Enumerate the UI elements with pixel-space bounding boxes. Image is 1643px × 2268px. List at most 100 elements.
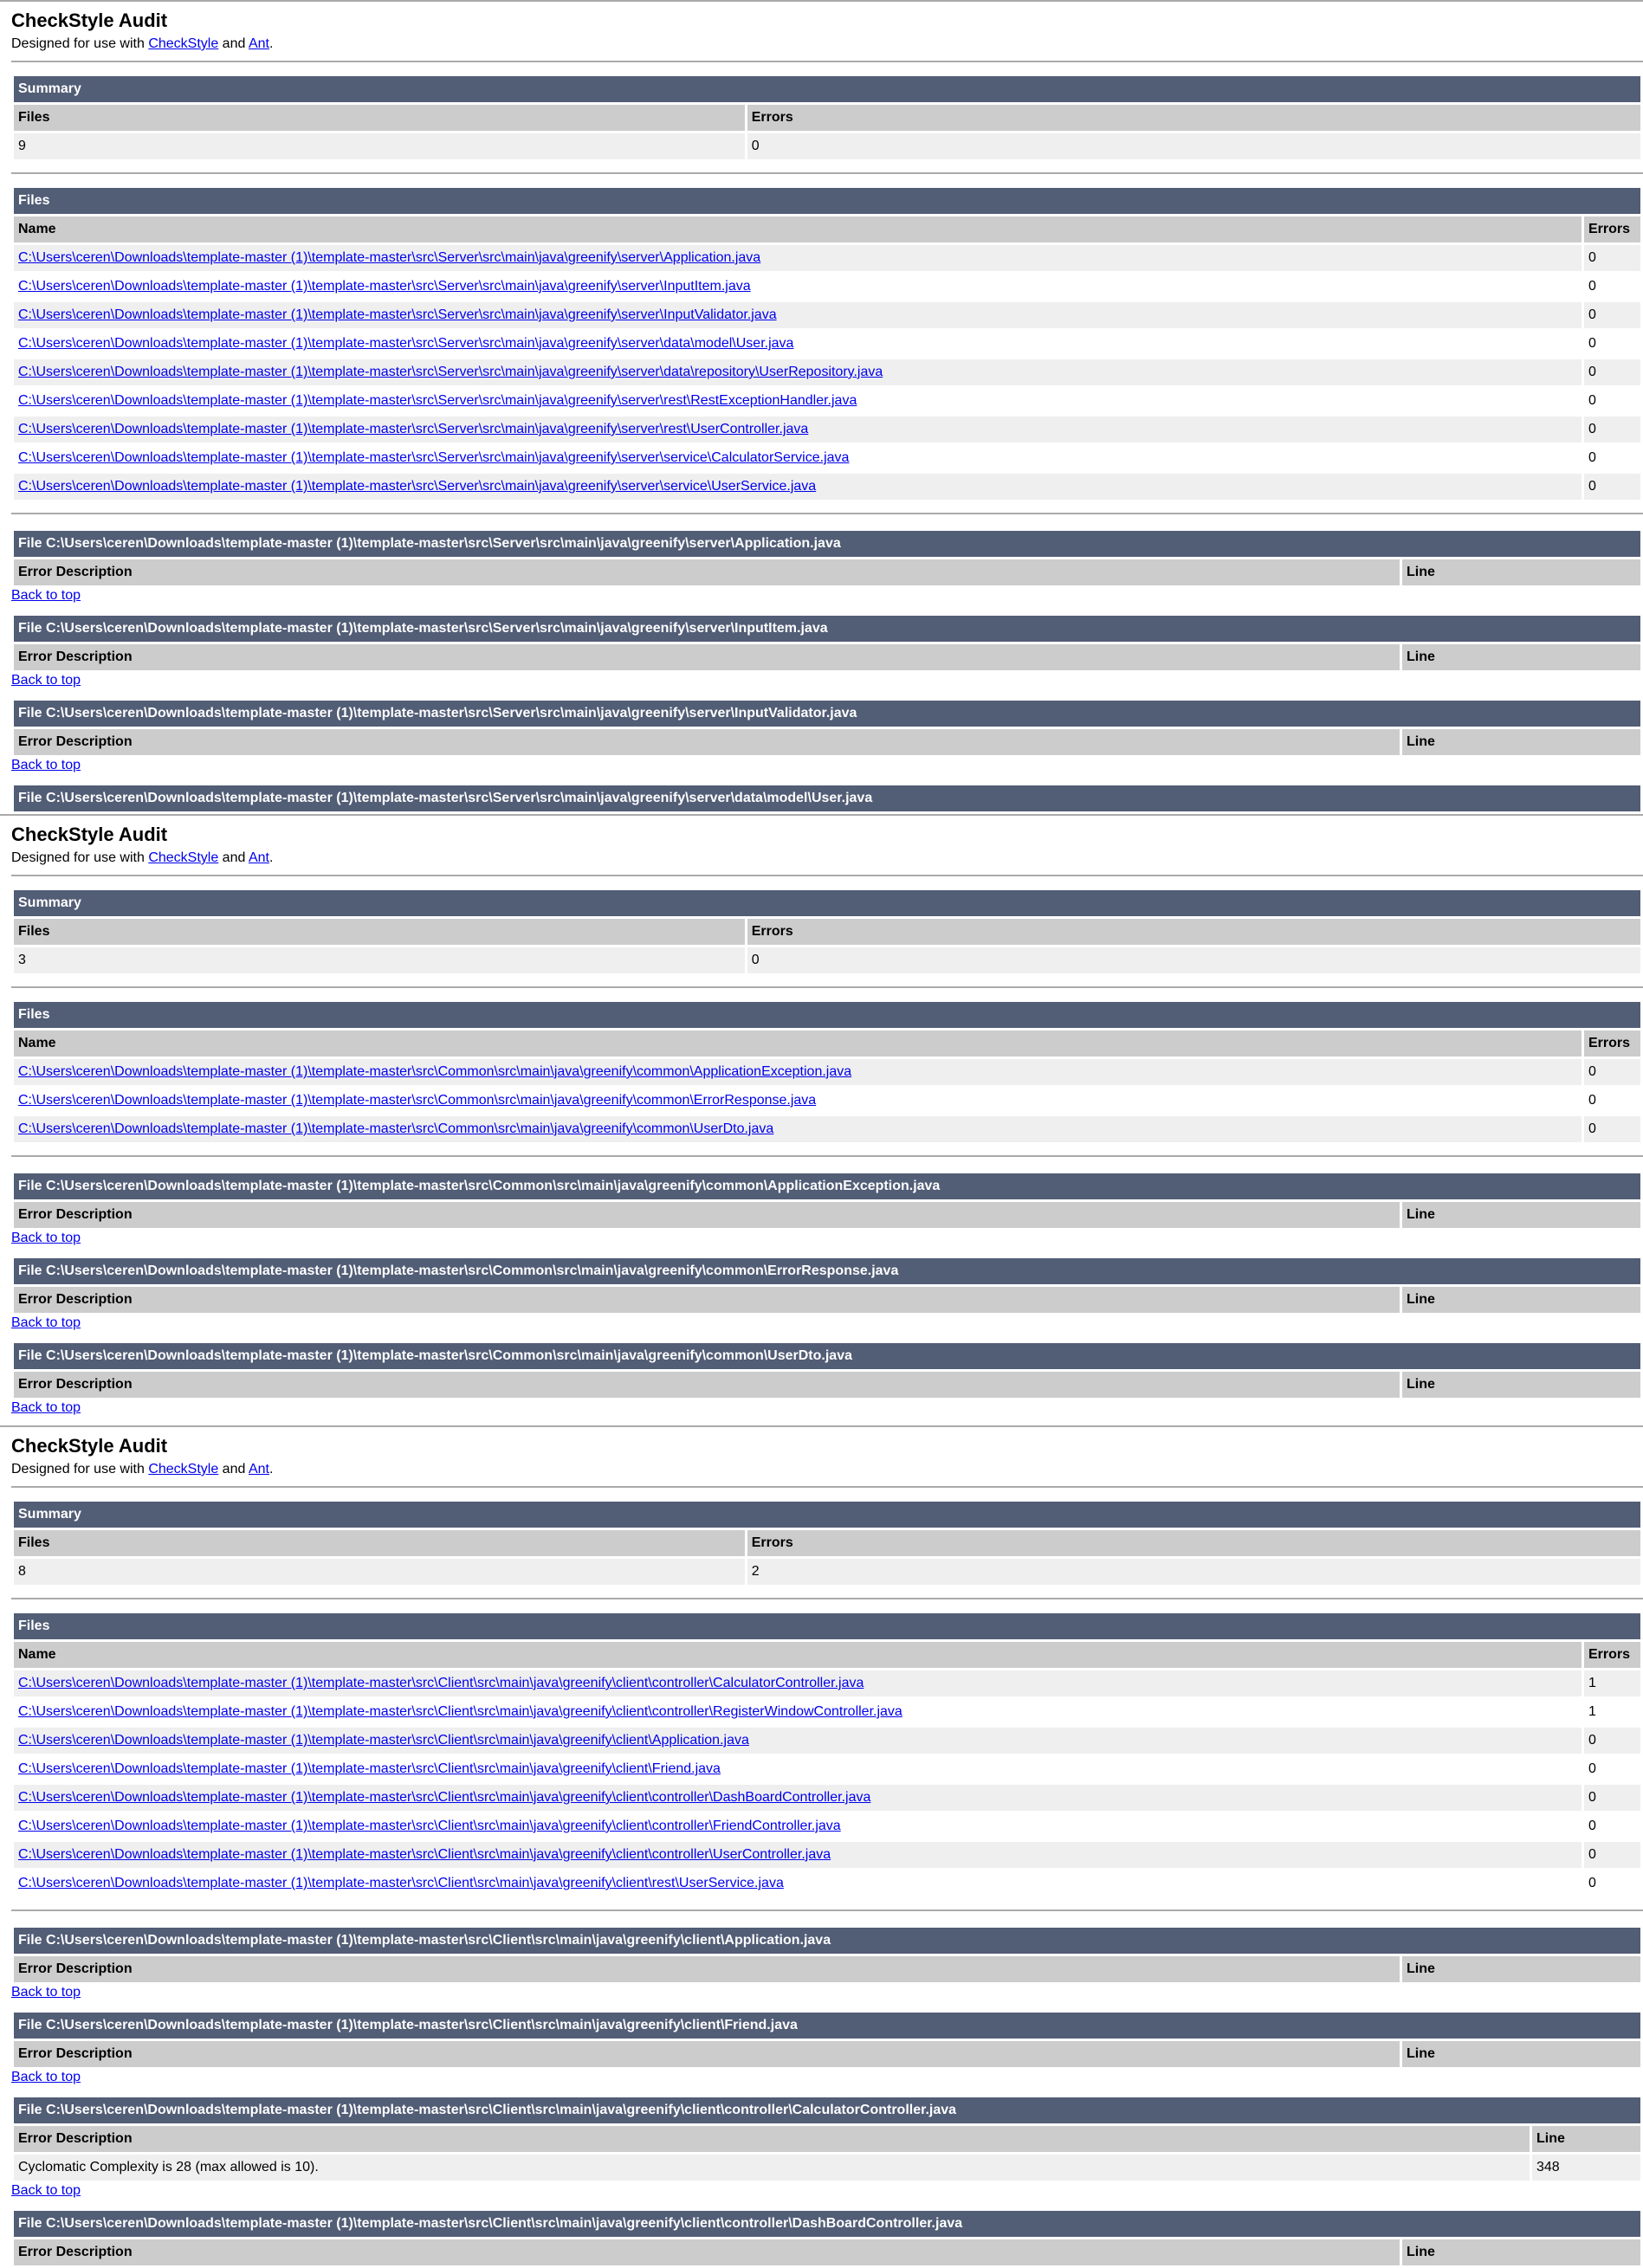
file-errors-cell: 0 (1584, 1116, 1640, 1142)
file-errors-cell: 0 (1584, 274, 1640, 300)
subtitle: Designed for use with CheckStyle and Ant… (11, 1462, 1643, 1477)
file-errors-cell: 0 (1584, 1842, 1640, 1868)
file-link[interactable]: C:\Users\ceren\Downloads\template-master… (18, 1847, 831, 1862)
table-row: C:\Users\ceren\Downloads\template-master… (14, 1059, 1640, 1085)
file-prefix: File (18, 536, 47, 551)
file-link[interactable]: C:\Users\ceren\Downloads\template-master… (18, 336, 794, 351)
line-header: Line (1402, 1372, 1640, 1398)
file-section: File C:\Users\ceren\Downloads\template-m… (11, 613, 1643, 688)
file-link[interactable]: C:\Users\ceren\Downloads\template-master… (18, 450, 850, 465)
file-link[interactable]: C:\Users\ceren\Downloads\template-master… (18, 1761, 721, 1776)
file-prefix: File (18, 1179, 47, 1193)
file-link[interactable]: C:\Users\ceren\Downloads\template-master… (18, 1704, 902, 1719)
file-errors-table: File C:\Users\ceren\Downloads\template-m… (11, 528, 1643, 588)
checkstyle-link[interactable]: CheckStyle (148, 1462, 219, 1476)
back-to-top-link[interactable]: Back to top (11, 2070, 81, 2084)
summary-table: Summary Files Errors 8 2 (11, 1499, 1643, 1587)
line-header: Line (1402, 644, 1640, 670)
file-section-header: File C:\Users\ceren\Downloads\template-m… (14, 785, 1640, 811)
checkstyle-link[interactable]: CheckStyle (148, 850, 219, 865)
files-table: Files Name Errors C:\Users\ceren\Downloads\… (11, 999, 1643, 1145)
error-description-header: Error Description (14, 2126, 1530, 2152)
file-prefix: File (18, 2018, 47, 2032)
files-table: Files Name Errors C:\Users\ceren\Downloads\… (11, 185, 1643, 502)
file-link[interactable]: C:\Users\ceren\Downloads\template-master… (18, 393, 857, 408)
file-path: C:\Users\ceren\Downloads\template-master… (46, 2216, 963, 2231)
file-prefix: File (18, 706, 47, 720)
subtitle-text: . (268, 1462, 274, 1476)
back-to-top-link[interactable]: Back to top (11, 673, 81, 688)
subtitle-text: Designed for use with (11, 1462, 149, 1476)
error-description-header: Error Description (14, 1956, 1400, 1982)
file-link[interactable]: C:\Users\ceren\Downloads\template-master… (18, 1121, 774, 1136)
file-name-cell: C:\Users\ceren\Downloads\template-master… (14, 1813, 1582, 1839)
file-name-cell: C:\Users\ceren\Downloads\template-master… (14, 1756, 1582, 1782)
file-name-cell: C:\Users\ceren\Downloads\template-master… (14, 1059, 1582, 1085)
file-path: C:\Users\ceren\Downloads\template-master… (46, 791, 873, 805)
file-section: File C:\Users\ceren\Downloads\template-m… (11, 1171, 1643, 1246)
file-link[interactable]: C:\Users\ceren\Downloads\template-master… (18, 250, 761, 265)
file-link[interactable]: C:\Users\ceren\Downloads\template-master… (18, 422, 809, 436)
file-section: File C:\Users\ceren\Downloads\template-m… (11, 2095, 1643, 2199)
table-row: C:\Users\ceren\Downloads\template-master… (14, 1756, 1640, 1782)
file-link[interactable]: C:\Users\ceren\Downloads\template-master… (18, 279, 751, 294)
back-to-top-link[interactable]: Back to top (11, 588, 81, 603)
file-link[interactable]: C:\Users\ceren\Downloads\template-master… (18, 1093, 817, 1108)
table-row: C:\Users\ceren\Downloads\template-master… (14, 445, 1640, 471)
file-link[interactable]: C:\Users\ceren\Downloads\template-master… (18, 307, 777, 322)
file-errors-cell: 0 (1584, 331, 1640, 357)
file-link[interactable]: C:\Users\ceren\Downloads\template-master… (18, 1676, 864, 1690)
error-description-header: Error Description (14, 559, 1400, 585)
checkstyle-link[interactable]: CheckStyle (148, 36, 219, 51)
back-to-top-link[interactable]: Back to top (11, 758, 81, 772)
errors-count: 0 (747, 133, 1640, 159)
file-path: C:\Users\ceren\Downloads\template-master… (46, 2018, 798, 2032)
file-errors-cell: 0 (1584, 1059, 1640, 1085)
error-description-header: Error Description (14, 1372, 1400, 1398)
file-link[interactable]: C:\Users\ceren\Downloads\template-master… (18, 479, 817, 494)
back-to-top-link[interactable]: Back to top (11, 2183, 81, 2198)
table-row: C:\Users\ceren\Downloads\template-master… (14, 1088, 1640, 1114)
files-count: 3 (14, 947, 745, 973)
file-link[interactable]: C:\Users\ceren\Downloads\template-master… (18, 365, 883, 379)
divider (11, 172, 1643, 174)
file-section-header: File C:\Users\ceren\Downloads\template-m… (14, 2097, 1640, 2123)
ant-link[interactable]: Ant (248, 36, 269, 51)
file-errors-cell: 0 (1584, 445, 1640, 471)
page-title: CheckStyle Audit (11, 824, 168, 845)
back-to-top-link[interactable]: Back to top (11, 1231, 81, 1245)
divider (0, 814, 1643, 816)
error-description-header: Error Description (14, 2239, 1400, 2265)
file-link[interactable]: C:\Users\ceren\Downloads\template-master… (18, 1064, 852, 1079)
file-name-cell: C:\Users\ceren\Downloads\template-master… (14, 1116, 1582, 1142)
file-name-cell: C:\Users\ceren\Downloads\template-master… (14, 302, 1582, 328)
error-description-header: Error Description (14, 2041, 1400, 2067)
file-name-cell: C:\Users\ceren\Downloads\template-master… (14, 1785, 1582, 1811)
table-row: C:\Users\ceren\Downloads\template-master… (14, 1871, 1640, 1896)
file-errors-table: File C:\Users\ceren\Downloads\template-m… (11, 1256, 1643, 1315)
file-section-header: File C:\Users\ceren\Downloads\template-m… (14, 1928, 1640, 1954)
divider (0, 0, 1643, 2)
table-row: C:\Users\ceren\Downloads\template-master… (14, 1670, 1640, 1696)
files-column-header: Files (14, 919, 745, 945)
files-column-header: Files (14, 1530, 745, 1556)
file-errors-table: File C:\Users\ceren\Downloads\template-m… (11, 613, 1643, 673)
file-link[interactable]: C:\Users\ceren\Downloads\template-master… (18, 1876, 784, 1890)
back-to-top-link[interactable]: Back to top (11, 1400, 81, 1415)
file-link[interactable]: C:\Users\ceren\Downloads\template-master… (18, 1733, 749, 1748)
ant-link[interactable]: Ant (248, 1462, 269, 1476)
line-header: Line (1402, 2041, 1640, 2067)
file-errors-cell: 1 (1584, 1699, 1640, 1725)
error-description-header: Error Description (14, 1287, 1400, 1313)
files-column-header: Files (14, 105, 745, 131)
line-header: Line (1402, 1287, 1640, 1313)
back-to-top-link[interactable]: Back to top (11, 1985, 81, 2000)
file-section: File C:\Users\ceren\Downloads\template-m… (11, 2208, 1643, 2268)
back-to-top-link[interactable]: Back to top (11, 1315, 81, 1330)
error-description-header: Error Description (14, 1202, 1400, 1228)
ant-link[interactable]: Ant (248, 850, 269, 865)
file-link[interactable]: C:\Users\ceren\Downloads\template-master… (18, 1819, 841, 1833)
file-errors-cell: 0 (1584, 1756, 1640, 1782)
file-link[interactable]: C:\Users\ceren\Downloads\template-master… (18, 1790, 871, 1805)
file-name-cell: C:\Users\ceren\Downloads\template-master… (14, 474, 1582, 500)
